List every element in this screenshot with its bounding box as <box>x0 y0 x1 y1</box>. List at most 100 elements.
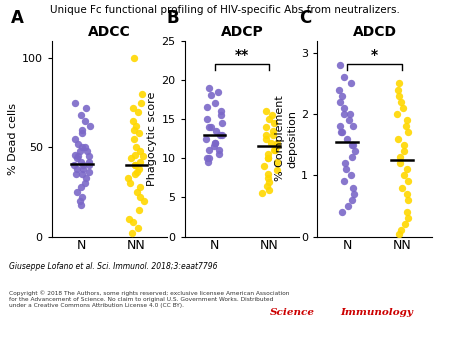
Point <box>136 207 143 213</box>
Point <box>218 132 225 137</box>
Point <box>395 136 402 141</box>
Point <box>216 148 223 153</box>
Point <box>131 171 139 177</box>
Point <box>130 105 137 111</box>
Text: Copyright © 2018 The Authors, some rights reserved; exclusive licensee American : Copyright © 2018 The Authors, some right… <box>9 291 289 308</box>
Text: A: A <box>11 9 24 27</box>
Point <box>207 124 215 129</box>
Point <box>398 228 405 233</box>
Point <box>351 148 359 153</box>
Point <box>396 154 404 160</box>
Point <box>341 105 348 111</box>
Point <box>351 191 358 196</box>
Point <box>212 101 219 106</box>
Point <box>396 93 403 98</box>
Point <box>336 63 343 68</box>
Point <box>215 89 222 94</box>
Point <box>75 154 82 159</box>
Point <box>79 127 86 132</box>
Point <box>71 152 78 157</box>
Point <box>338 210 346 215</box>
Point <box>136 148 144 154</box>
Point <box>130 136 138 141</box>
Point <box>336 99 343 104</box>
Point <box>397 161 404 166</box>
Point <box>273 144 280 149</box>
Point <box>398 99 405 104</box>
Point <box>82 118 89 123</box>
Point <box>79 166 86 172</box>
Point <box>264 151 271 157</box>
Point <box>341 112 348 117</box>
Point <box>78 202 85 207</box>
Point <box>347 81 355 86</box>
Point <box>347 173 355 178</box>
Point <box>404 167 411 172</box>
Point <box>404 191 411 196</box>
Point <box>265 116 272 122</box>
Point <box>265 187 272 192</box>
Point <box>405 179 412 184</box>
Point <box>398 185 405 190</box>
Point <box>74 141 81 147</box>
Point <box>342 167 349 172</box>
Title: ADCC: ADCC <box>88 25 130 40</box>
Point <box>78 184 85 189</box>
Point <box>130 220 137 225</box>
Point <box>262 124 270 129</box>
Point <box>78 130 86 136</box>
Point <box>203 116 211 122</box>
Point <box>71 100 78 106</box>
Point <box>218 120 225 126</box>
Point <box>83 105 90 111</box>
Text: C: C <box>299 9 311 27</box>
Text: Science: Science <box>270 308 315 317</box>
Point <box>340 75 347 80</box>
Point <box>81 180 88 186</box>
Point <box>130 127 138 132</box>
Text: Giuseppe Lofano et al. Sci. Immunol. 2018;3:eaat7796: Giuseppe Lofano et al. Sci. Immunol. 201… <box>9 262 217 271</box>
Point <box>402 124 409 129</box>
Point <box>395 87 402 92</box>
Point <box>85 170 92 175</box>
Point <box>86 163 93 168</box>
Point <box>270 148 277 153</box>
Point <box>205 160 212 165</box>
Point <box>265 179 272 185</box>
Point <box>271 120 278 126</box>
Y-axis label: % Complement
deposition: % Complement deposition <box>275 96 297 182</box>
Point <box>350 142 357 147</box>
Point <box>274 160 281 165</box>
Point <box>82 175 90 180</box>
Point <box>205 148 212 153</box>
Point <box>86 123 93 129</box>
Text: **: ** <box>235 48 249 62</box>
Title: ADCD: ADCD <box>353 25 396 40</box>
Point <box>403 210 410 215</box>
Point <box>264 175 271 180</box>
Point <box>401 222 409 227</box>
Point <box>339 93 346 98</box>
Point <box>129 230 136 236</box>
Point <box>205 155 212 161</box>
Point <box>218 108 225 114</box>
Point <box>274 140 281 145</box>
Point <box>126 180 133 186</box>
Point <box>79 171 86 177</box>
Point <box>70 163 77 168</box>
Point <box>337 124 344 129</box>
Point <box>344 203 351 209</box>
Point <box>401 148 408 153</box>
Point <box>85 154 92 159</box>
Point <box>350 185 357 190</box>
Point <box>403 118 410 123</box>
Point <box>131 163 139 168</box>
Point <box>217 132 224 137</box>
Point <box>212 140 219 145</box>
Text: Immunology: Immunology <box>340 308 413 317</box>
Point <box>77 113 85 118</box>
Point <box>205 124 212 129</box>
Point <box>395 231 402 236</box>
Point <box>258 191 265 196</box>
Point <box>336 87 343 92</box>
